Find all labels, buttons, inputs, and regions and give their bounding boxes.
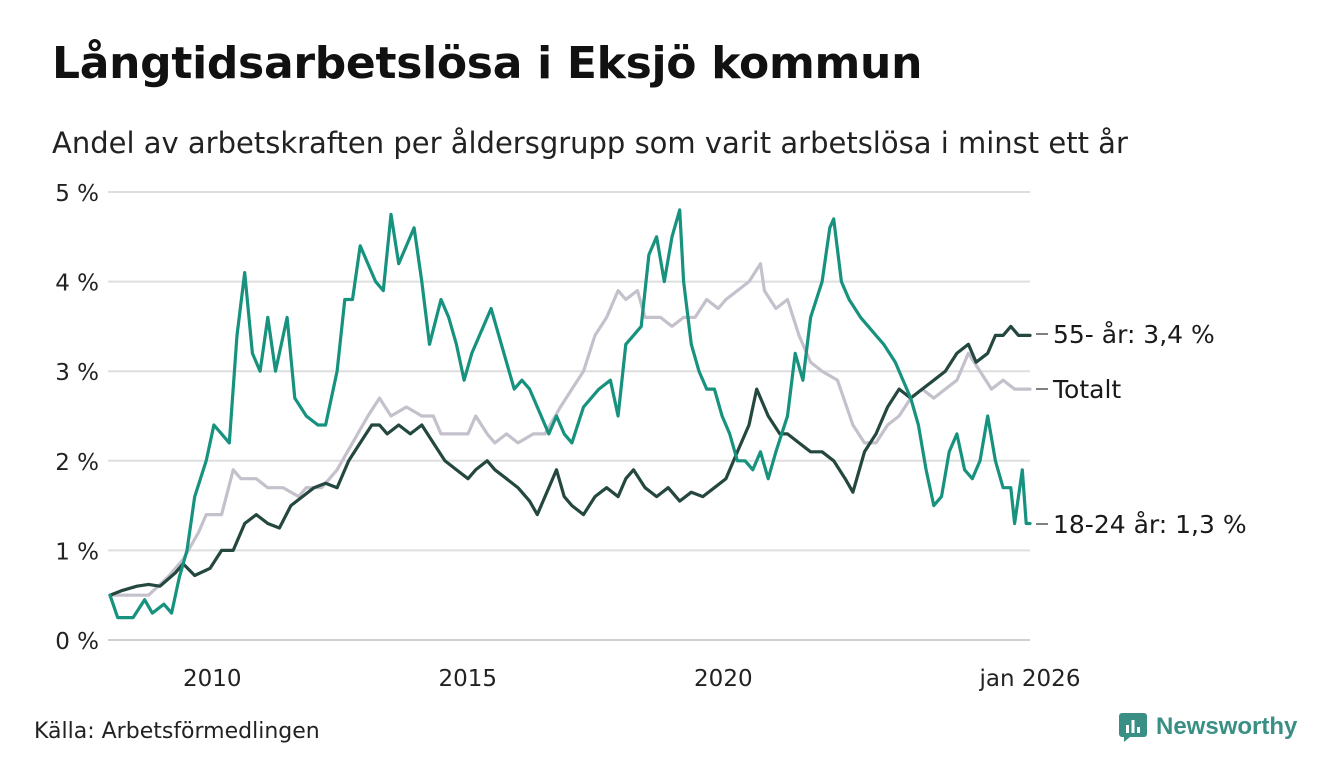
- series-end-label: 55- år: 3,4 %: [1053, 320, 1215, 349]
- source-note: Källa: Arbetsförmedlingen: [34, 719, 320, 744]
- brand-name: Newsworthy: [1156, 713, 1298, 740]
- series-end-label: Totalt: [1052, 375, 1121, 404]
- x-tick-label: 2010: [183, 666, 242, 692]
- series-line: [108, 324, 1032, 597]
- y-tick-label: 1 %: [55, 539, 99, 565]
- y-tick-label: 3 %: [55, 360, 99, 386]
- x-tick-label: 2020: [694, 666, 753, 692]
- y-tick-label: 4 %: [55, 271, 99, 297]
- chart-subtitle: Andel av arbetskraften per åldersgrupp s…: [52, 126, 1128, 160]
- x-tick-label: 2015: [439, 666, 498, 692]
- brand-logo: Newsworthy: [1118, 712, 1297, 742]
- newsworthy-icon: [1119, 713, 1147, 742]
- y-tick-label: 0 %: [55, 629, 99, 655]
- series-end-label: 18-24 år: 1,3 %: [1053, 510, 1247, 539]
- y-tick-label: 2 %: [55, 450, 99, 476]
- x-tick-label: jan 2026: [979, 666, 1081, 692]
- chart-title: Långtidsarbetslösa i Eksjö kommun: [52, 38, 923, 89]
- series-line: [108, 262, 1032, 597]
- y-tick-label: 5 %: [55, 181, 99, 207]
- series-line: [108, 208, 1032, 620]
